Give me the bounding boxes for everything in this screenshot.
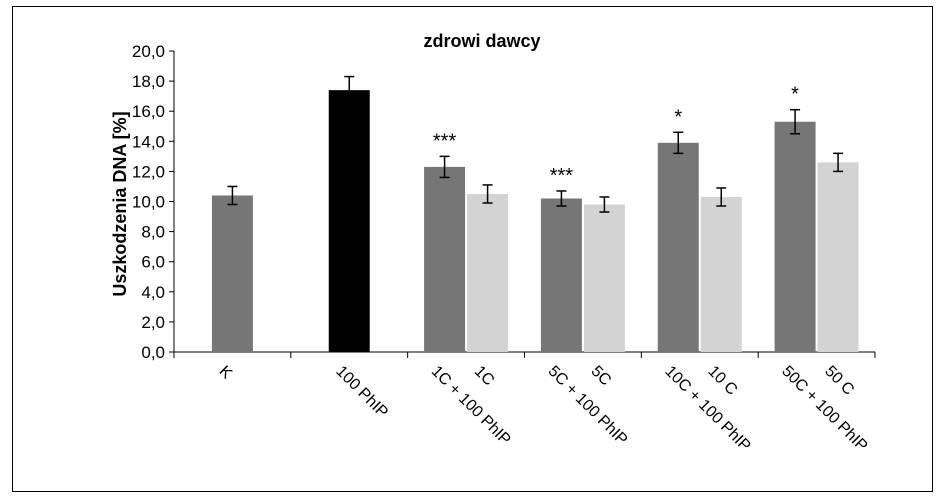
y-tick-label: 6,0 xyxy=(141,253,165,272)
y-tick-label: 0,0 xyxy=(141,343,165,362)
y-tick-label: 18,0 xyxy=(132,72,165,91)
significance-marker: * xyxy=(674,106,682,128)
bar xyxy=(583,204,625,352)
y-tick-label: 20,0 xyxy=(132,42,165,61)
x-tick-label: K xyxy=(216,363,236,383)
x-tick-label: 5C xyxy=(588,363,614,389)
chart-frame: zdrowi dawcy Uszkodzenia DNA [%] 0,0 2,0 4… xyxy=(12,6,933,492)
x-tick-label: 1C + 100 PhIP xyxy=(428,363,514,449)
bar xyxy=(774,121,816,352)
y-tick-label: 4,0 xyxy=(141,283,165,302)
y-tick-label: 12,0 xyxy=(132,162,165,181)
bar xyxy=(211,195,253,352)
y-tick-label: 8,0 xyxy=(141,223,165,242)
chart-title: zdrowi dawcy xyxy=(423,31,540,51)
bar xyxy=(540,198,582,352)
significance-marker: * xyxy=(791,84,799,106)
y-axis: 0,0 2,0 4,0 6,0 8,0 10,0 12,0 14,0 16,0 18,0 20,0 xyxy=(132,42,175,362)
y-axis-label: Uszkodzenia DNA [%] xyxy=(110,111,130,296)
bar xyxy=(467,193,509,352)
y-tick-label: 14,0 xyxy=(132,132,165,151)
y-tick-label: 16,0 xyxy=(132,102,165,121)
bar xyxy=(657,142,699,352)
significance-marker: *** xyxy=(550,165,574,187)
y-tick-label: 10,0 xyxy=(132,193,165,212)
y-tick-label: 2,0 xyxy=(141,313,165,332)
bar-chart: zdrowi dawcy Uszkodzenia DNA [%] 0,0 2,0 4… xyxy=(110,31,876,455)
x-tick-label: 1C xyxy=(471,363,497,389)
bar xyxy=(328,90,370,352)
bar xyxy=(700,196,742,352)
x-tick-label: 50 C xyxy=(821,363,857,399)
x-tick-label: 10 C xyxy=(704,363,740,399)
significance-marker: *** xyxy=(433,130,457,152)
x-tick-label: 100 PhIP xyxy=(332,363,391,422)
x-tick-label: 5C + 100 PhIP xyxy=(545,363,631,449)
bar xyxy=(817,162,859,352)
bars: ******** xyxy=(211,75,859,352)
bar xyxy=(424,166,466,352)
